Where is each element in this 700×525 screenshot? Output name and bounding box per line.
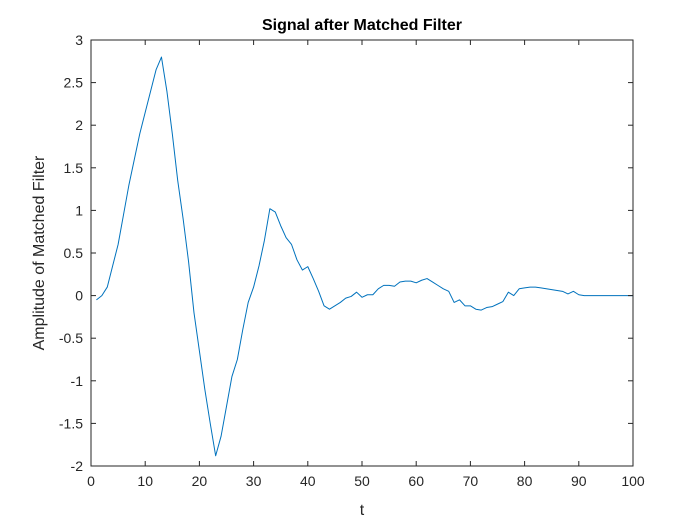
y-tick-label: -2 <box>71 458 84 474</box>
y-tick-label: 0 <box>75 288 83 304</box>
chart-title: Signal after Matched Filter <box>262 17 462 34</box>
y-tick-label: -1 <box>71 373 84 389</box>
x-tick-label: 30 <box>246 473 262 489</box>
y-tick-label: -1.5 <box>59 415 83 431</box>
x-tick-label: 90 <box>571 473 587 489</box>
plot-area <box>90 39 634 467</box>
y-axis: -2 -1.5 -1 -0.5 0 0.5 1 1.5 2 2.5 3 <box>59 32 633 474</box>
x-tick-label: 40 <box>300 473 316 489</box>
x-tick-label: 10 <box>137 473 153 489</box>
y-tick-label: 2.5 <box>64 75 84 91</box>
y-tick-label: 0.5 <box>64 245 84 261</box>
y-tick-label: 2 <box>75 117 83 133</box>
x-tick-label: 70 <box>463 473 479 489</box>
x-axis-label: t <box>360 502 365 519</box>
plot-frame <box>90 39 634 467</box>
y-tick-label: 1 <box>75 202 83 218</box>
x-tick-label: 0 <box>87 473 95 489</box>
y-tick-label: -0.5 <box>59 330 83 346</box>
y-tick-label: 3 <box>75 32 83 48</box>
x-tick-label: 50 <box>354 473 370 489</box>
y-tick-label: 1.5 <box>64 160 84 176</box>
x-tick-label: 80 <box>517 473 533 489</box>
series-line-1 <box>96 56 633 457</box>
y-axis-label: Amplitude of Matched Filter <box>31 155 48 350</box>
x-tick-label: 100 <box>621 473 645 489</box>
x-tick-label: 60 <box>408 473 424 489</box>
x-tick-label: 20 <box>192 473 208 489</box>
x-axis: 0 10 20 30 40 50 60 70 80 90 100 <box>87 40 645 489</box>
